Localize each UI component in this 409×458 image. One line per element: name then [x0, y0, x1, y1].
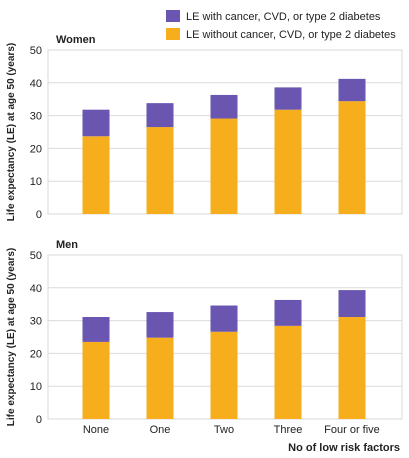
- y-tick-label-1-10: 10: [30, 176, 42, 188]
- x-axis-title: No of low risk factors: [288, 442, 400, 454]
- y-tick-label-2-10: 10: [30, 381, 42, 393]
- bar-women-with-4: [274, 87, 302, 110]
- y-tick-label-1-40: 40: [30, 78, 42, 90]
- y-tick-label-2-50: 50: [30, 250, 42, 262]
- legend-label-1: LE with cancer, CVD, or type 2 diabetes: [186, 11, 381, 23]
- y-tick-label-2-0: 0: [36, 414, 42, 426]
- x-tick-label-2: One: [150, 424, 171, 436]
- panel-title-2: Men: [56, 239, 78, 251]
- y-axis-label-1: Life expectancy (LE) at age 50 (years): [6, 43, 17, 221]
- bar-men-with-5: [338, 290, 366, 317]
- bar-women-without-5: [338, 101, 366, 214]
- bar-men-with-4: [274, 299, 302, 326]
- bar-men-without-1: [82, 341, 110, 419]
- bar-women-without-1: [82, 136, 110, 214]
- legend-label-2: LE without cancer, CVD, or type 2 diabet…: [186, 29, 396, 41]
- legend-swatch-2: [166, 28, 180, 40]
- x-tick-label-5: Four or five: [324, 424, 380, 436]
- bar-men-with-2: [146, 312, 174, 338]
- legend-swatch-1: [166, 10, 180, 22]
- bar-women-with-5: [338, 78, 366, 102]
- bar-women-with-3: [210, 94, 238, 119]
- y-tick-label-2-40: 40: [30, 283, 42, 295]
- bar-men-without-2: [146, 337, 174, 419]
- x-tick-label-4: Three: [274, 424, 303, 436]
- x-tick-label-3: Two: [214, 424, 234, 436]
- y-tick-label-1-0: 0: [36, 209, 42, 221]
- y-tick-label-1-50: 50: [30, 45, 42, 57]
- bar-men-without-3: [210, 331, 238, 419]
- bar-women-without-4: [274, 109, 302, 214]
- bar-men-without-4: [274, 325, 302, 419]
- bar-women-with-2: [146, 103, 174, 128]
- y-tick-label-1-20: 20: [30, 143, 42, 155]
- x-tick-label-1: None: [83, 424, 109, 436]
- bar-men-with-1: [82, 316, 110, 342]
- panel-title-1: Women: [56, 34, 96, 46]
- bar-women-with-1: [82, 109, 110, 137]
- y-tick-label-1-30: 30: [30, 111, 42, 123]
- bar-women-without-2: [146, 127, 174, 214]
- y-axis-label-2: Life expectancy (LE) at age 50 (years): [6, 248, 17, 426]
- y-tick-label-2-20: 20: [30, 348, 42, 360]
- bar-women-without-3: [210, 118, 238, 214]
- bar-men-with-3: [210, 305, 238, 332]
- bar-men-without-5: [338, 316, 366, 419]
- y-tick-label-2-30: 30: [30, 316, 42, 328]
